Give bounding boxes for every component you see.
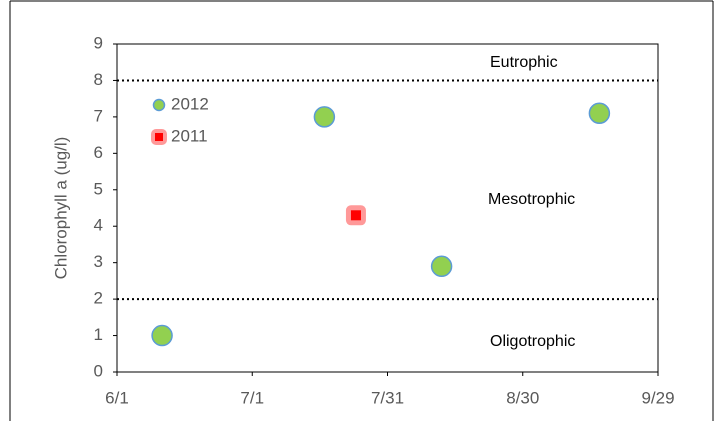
point [588, 102, 611, 124]
y-tick-label: 9 [94, 33, 103, 52]
y-tick-label: 1 [94, 325, 103, 344]
x-tick-label: 6/1 [105, 388, 129, 407]
y-tick-label: 5 [94, 179, 103, 198]
legend-marker [152, 98, 166, 112]
x-tick-label: 9/29 [641, 388, 674, 407]
plot-area [116, 43, 659, 373]
annotation: Eutrophic [490, 54, 558, 71]
y-tick-label: 8 [94, 70, 103, 89]
y-tick-label: 2 [94, 289, 103, 308]
point [151, 324, 173, 347]
y-tick-label: 0 [94, 361, 103, 380]
point [430, 255, 453, 278]
legend-label: 2011 [171, 126, 208, 145]
y-axis-label: Chlorophyll a (ug/l) [51, 137, 70, 280]
legend-label: 2012 [171, 94, 209, 113]
x-tick-label: 7/31 [371, 388, 404, 407]
y-tick-label: 4 [94, 216, 103, 235]
legend-marker [151, 129, 167, 145]
point [313, 106, 336, 128]
y-tick-label: 6 [94, 143, 103, 162]
annotation: Mesotrophic [488, 191, 575, 208]
y-tick-label: 7 [94, 106, 103, 125]
annotation: Oligotrophic [490, 333, 575, 350]
x-tick-label: 8/30 [506, 388, 539, 407]
x-tick-label: 7/1 [240, 388, 264, 407]
y-tick-label: 3 [94, 252, 103, 271]
point [345, 205, 366, 226]
